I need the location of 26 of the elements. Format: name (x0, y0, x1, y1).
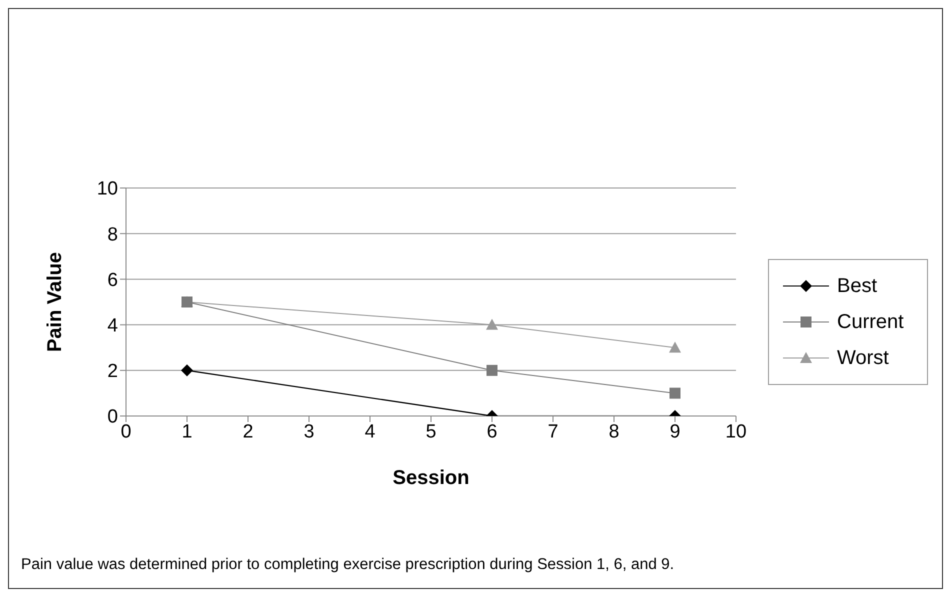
point (181, 364, 193, 376)
x-axis-title: Session (392, 467, 470, 489)
x-tick-label: 2 (242, 421, 254, 442)
y-axis-title: Pain Value (44, 252, 66, 352)
y-tick-label: 6 (107, 270, 118, 291)
x-tick-label: 1 (182, 421, 192, 442)
y-tick-label: 0 (107, 406, 118, 428)
x-tick-label: 4 (364, 421, 376, 442)
point (670, 388, 680, 399)
legend-label: Worst (837, 346, 889, 370)
y-tick-label: 4 (107, 316, 118, 337)
point (486, 364, 498, 376)
x-tick-label: 6 (486, 421, 498, 442)
x-tick-label: 9 (670, 421, 680, 442)
y-tick-label: 8 (107, 224, 118, 246)
x-tick-label: 7 (548, 421, 558, 442)
x-tick-label: 10 (725, 421, 747, 442)
y-tick-label: 2 (107, 361, 118, 382)
legend-label: Best (837, 274, 878, 298)
x-tick-label: 0 (120, 421, 132, 442)
text: Pain value was determined prior to completing exercise prescription during Session 1, 6, and 9. (21, 556, 674, 574)
x-tick-label: 3 (304, 421, 314, 442)
legend-label: Current (837, 310, 904, 334)
x-tick-label: 5 (426, 421, 436, 442)
x-tick-label: 8 (608, 421, 620, 442)
y-tick-label: 10 (96, 178, 118, 200)
